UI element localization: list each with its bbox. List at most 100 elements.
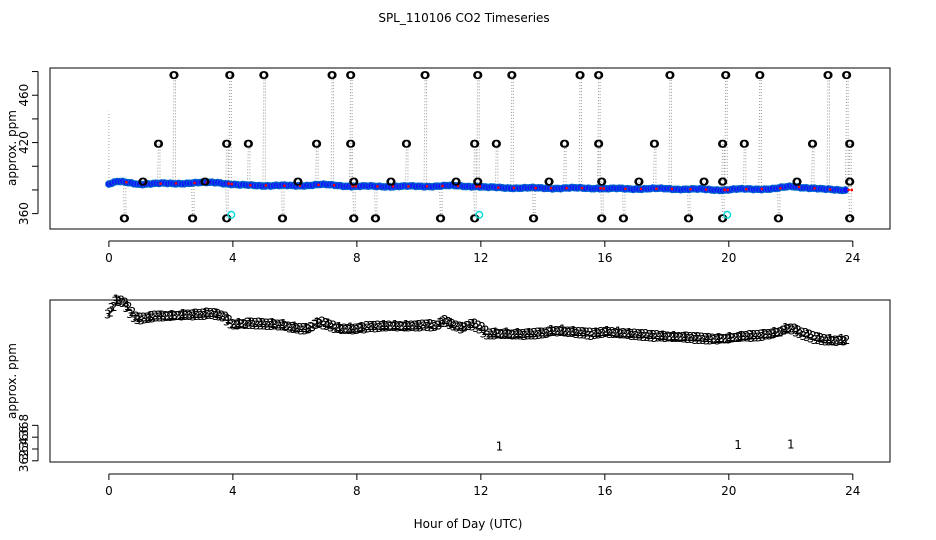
top-x-tick-label: 16	[597, 251, 612, 265]
series-2-point: 2	[783, 323, 791, 337]
series-3-point: 3	[572, 327, 580, 341]
series-3-point: 3	[413, 320, 421, 334]
series-2-point: 2	[114, 294, 122, 308]
ambient-series	[105, 177, 854, 195]
calibration-point	[651, 139, 660, 148]
series-3-point: 3	[145, 312, 153, 326]
series-3-point: 3	[353, 323, 361, 337]
series-2-point: 2	[653, 328, 661, 342]
series-3-point: 3	[453, 321, 461, 335]
series-2-point: 2	[367, 319, 375, 333]
calibration-point	[260, 71, 269, 80]
series-3-point: 3	[740, 330, 748, 344]
series-2-point: 2	[303, 322, 311, 336]
series-2-point: 2	[155, 309, 163, 323]
series-2-point: 2	[467, 317, 475, 331]
series-1-point: 1	[191, 307, 199, 321]
calibration-red-point	[828, 188, 832, 191]
series-3-point: 3	[320, 318, 328, 332]
calibration-red-point	[283, 184, 286, 187]
series-2-point: 2	[538, 326, 546, 340]
series-2-point: 2	[675, 330, 683, 344]
series-3-point: 3	[732, 331, 740, 345]
cyan-point	[227, 210, 236, 219]
calibration-connector	[191, 182, 194, 219]
calibration-point	[595, 71, 604, 80]
series-2-point: 2	[579, 325, 587, 339]
calibration-red-point	[230, 182, 234, 186]
series-1-point: 1	[704, 331, 712, 345]
series-2-point: 2	[590, 326, 598, 340]
series-2-point: 2	[370, 319, 378, 333]
series-3-point: 3	[342, 323, 350, 337]
series-3-point: 3	[788, 324, 796, 338]
bottom-y-axis-title: approx. ppm	[5, 343, 19, 419]
series-1-point: 1	[682, 330, 690, 344]
calibration-connector	[476, 75, 479, 187]
series-1-point: 1	[213, 307, 221, 321]
series-3-point: 3	[807, 331, 815, 345]
series-1-point: 1	[325, 316, 333, 330]
series-2-point: 2	[225, 313, 233, 327]
series-3-point: 3	[799, 329, 807, 343]
series-3-point: 3	[290, 322, 298, 336]
series-3-point: 3	[766, 328, 774, 342]
calibration-connector	[845, 75, 848, 190]
series-2-point: 2	[832, 334, 840, 348]
series-3-point: 3	[550, 325, 558, 339]
calibration-point	[155, 139, 164, 148]
series-2-point: 2	[210, 306, 218, 320]
series-3-point: 3	[312, 318, 320, 332]
series-1-point: 1	[246, 315, 254, 329]
series-2-point: 2	[263, 316, 271, 330]
series-2-point: 2	[374, 319, 382, 333]
calibration-point	[719, 177, 728, 186]
series-2-point: 2	[482, 323, 490, 337]
series-1-point: 1	[492, 326, 500, 340]
series-2-point: 2	[326, 318, 334, 332]
calibration-connector	[439, 185, 442, 219]
calibration-connector	[122, 182, 125, 219]
series-2-point: 2	[419, 318, 427, 332]
series-2-point: 2	[404, 319, 412, 333]
calibration-connector	[225, 143, 228, 184]
top-panel: 0 4 8 12 16 20 24 360 420 460 approx. ppm	[5, 67, 891, 265]
series-3-point: 3	[271, 319, 279, 333]
series-3-point: 3	[546, 326, 554, 340]
calibration-connector	[621, 188, 624, 219]
calibration-connector	[758, 75, 761, 189]
series-2-point: 2	[809, 329, 817, 343]
series-2-point: 2	[363, 319, 371, 333]
chart-title: SPL_110106 CO2 Timeseries	[378, 11, 549, 25]
series-2-point: 2	[512, 327, 520, 341]
series-2-point: 2	[601, 325, 609, 339]
calibration-connector	[826, 75, 829, 190]
series-2-point: 2	[798, 325, 806, 339]
series-2-point: 2	[144, 310, 152, 324]
series-3-point: 3	[137, 313, 145, 327]
calibration-connector	[156, 143, 159, 184]
series-3-point: 3	[171, 310, 179, 324]
series-2-point: 2	[724, 332, 732, 346]
series-3-point: 3	[197, 309, 205, 323]
series-2-point: 2	[333, 320, 341, 334]
series-1-point: 1	[715, 331, 723, 345]
series-2-point: 2	[140, 311, 148, 325]
series-3-point: 3	[461, 320, 469, 334]
series-1-point: 1	[179, 307, 187, 321]
series-1-point: 1	[380, 318, 388, 332]
series-2-point: 2	[396, 319, 404, 333]
calibration-red-point	[565, 186, 568, 190]
series-2-point: 2	[527, 326, 535, 340]
series-2-point: 2	[277, 318, 285, 332]
series-2-point: 2	[776, 325, 784, 339]
series-2-point: 2	[631, 327, 639, 341]
calibration-red-point	[534, 186, 537, 190]
series-3-point: 3	[104, 308, 112, 322]
series-1-point: 1	[425, 318, 433, 332]
series-1-point: 1	[470, 317, 478, 331]
top-x-tick-label: 24	[845, 251, 860, 265]
calibration-connector	[172, 75, 175, 184]
series-2-point: 2	[248, 316, 256, 330]
